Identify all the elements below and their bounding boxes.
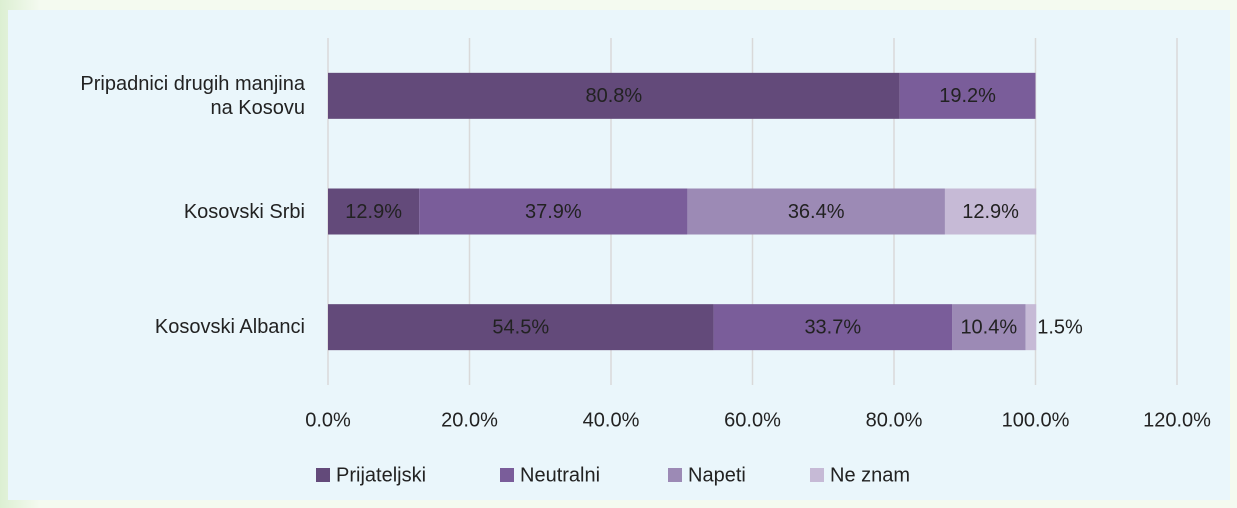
y-tick-label: Pripadnici drugih manjina na Kosovu (80, 72, 305, 119)
x-tick-label: 60.0% (724, 409, 781, 431)
data-label: 19.2% (939, 85, 996, 107)
bar-segment (687, 188, 945, 235)
legend-swatch (810, 468, 824, 482)
bar-segment (328, 188, 420, 235)
data-label: 1.5% (1037, 316, 1083, 338)
x-tick-label: 120.0% (1143, 409, 1211, 431)
x-tick-label: 20.0% (441, 409, 498, 431)
legend-label: Prijateljski (336, 464, 426, 486)
bar-segment (713, 304, 953, 351)
legend-swatch (316, 468, 330, 482)
x-tick-label: 80.0% (866, 409, 923, 431)
y-tick-label: Kosovski Srbi (183, 200, 305, 223)
y-tick-label: Kosovski Albanci (154, 316, 305, 339)
data-label: 37.9% (525, 201, 582, 223)
bar-segment (1025, 304, 1037, 351)
x-tick-label: 40.0% (583, 409, 640, 431)
legend-label: Napeti (688, 464, 746, 486)
data-label: 12.9% (345, 201, 402, 223)
bar-segment (328, 304, 714, 351)
bar-segment (952, 304, 1026, 351)
bar-segment (944, 188, 1037, 235)
x-tick-label: 100.0% (1002, 409, 1070, 431)
legend-swatch (500, 468, 514, 482)
legend-label: Neutralni (520, 464, 600, 486)
data-label: 33.7% (804, 316, 861, 338)
data-label: 36.4% (788, 201, 845, 223)
data-label: 54.5% (492, 316, 549, 338)
legend-label: Ne znam (830, 464, 910, 486)
bar-segment (899, 72, 1036, 119)
x-tick-label: 0.0% (305, 409, 351, 431)
legend-swatch (668, 468, 682, 482)
data-label: 12.9% (962, 201, 1019, 223)
bar-segment (328, 72, 900, 119)
data-label: 10.4% (960, 316, 1017, 338)
data-label: 80.8% (585, 85, 642, 107)
bar-segment (419, 188, 688, 235)
